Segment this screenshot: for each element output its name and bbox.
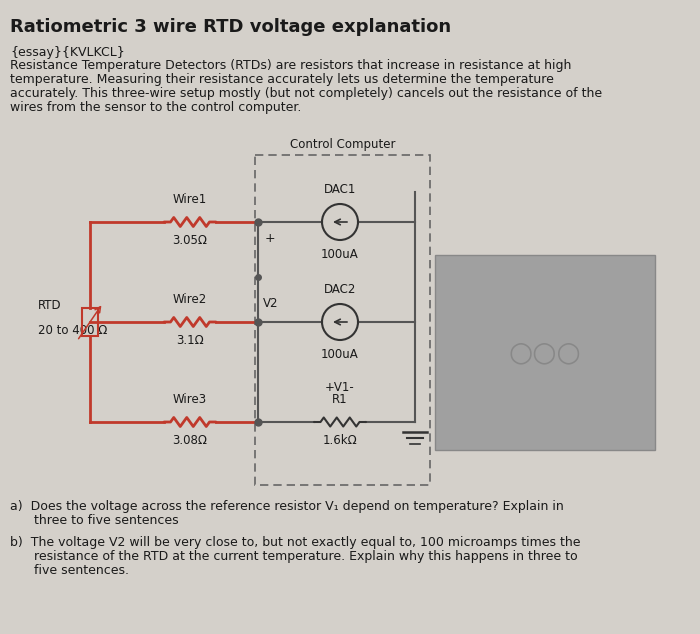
Text: Wire2: Wire2 bbox=[173, 293, 207, 306]
Text: 20 to 400 Ω: 20 to 400 Ω bbox=[38, 324, 107, 337]
Text: DAC2: DAC2 bbox=[324, 283, 356, 296]
Text: accurately. This three-wire setup mostly (but not completely) cancels out the re: accurately. This three-wire setup mostly… bbox=[10, 87, 602, 100]
Text: 3.05Ω: 3.05Ω bbox=[172, 234, 207, 247]
Text: DAC1: DAC1 bbox=[324, 183, 356, 196]
Text: 100uA: 100uA bbox=[321, 248, 359, 261]
Text: temperature. Measuring their resistance accurately lets us determine the tempera: temperature. Measuring their resistance … bbox=[10, 73, 554, 86]
Text: R1: R1 bbox=[332, 393, 348, 406]
Text: b)  The voltage V2 will be very close to, but not exactly equal to, 100 microamp: b) The voltage V2 will be very close to,… bbox=[10, 536, 580, 549]
Text: {essay}{KVLKCL}: {essay}{KVLKCL} bbox=[10, 46, 125, 59]
Text: a)  Does the voltage across the reference resistor V₁ depend on temperature? Exp: a) Does the voltage across the reference… bbox=[10, 500, 564, 513]
Text: 100uA: 100uA bbox=[321, 348, 359, 361]
Text: Resistance Temperature Detectors (RTDs) are resistors that increase in resistanc: Resistance Temperature Detectors (RTDs) … bbox=[10, 59, 571, 72]
Text: wires from the sensor to the control computer.: wires from the sensor to the control com… bbox=[10, 101, 302, 114]
Text: ○○○: ○○○ bbox=[509, 339, 582, 366]
Text: Ratiometric 3 wire RTD voltage explanation: Ratiometric 3 wire RTD voltage explanati… bbox=[10, 18, 451, 36]
Text: Wire3: Wire3 bbox=[173, 393, 207, 406]
Text: +: + bbox=[265, 232, 276, 245]
Text: 3.1Ω: 3.1Ω bbox=[176, 334, 204, 347]
Text: three to five sentences: three to five sentences bbox=[10, 514, 178, 527]
Text: 1.6kΩ: 1.6kΩ bbox=[323, 434, 358, 447]
Text: Control Computer: Control Computer bbox=[290, 138, 396, 151]
Bar bbox=[82, 308, 98, 336]
Text: +V1-: +V1- bbox=[325, 381, 355, 394]
Text: V2: V2 bbox=[263, 297, 279, 310]
Text: resistance of the RTD at the current temperature. Explain why this happens in th: resistance of the RTD at the current tem… bbox=[10, 550, 577, 563]
Text: RTD: RTD bbox=[38, 299, 62, 312]
Bar bbox=[435, 255, 655, 450]
Text: five sentences.: five sentences. bbox=[10, 564, 129, 577]
Text: Wire1: Wire1 bbox=[173, 193, 207, 206]
Text: 3.08Ω: 3.08Ω bbox=[172, 434, 207, 447]
